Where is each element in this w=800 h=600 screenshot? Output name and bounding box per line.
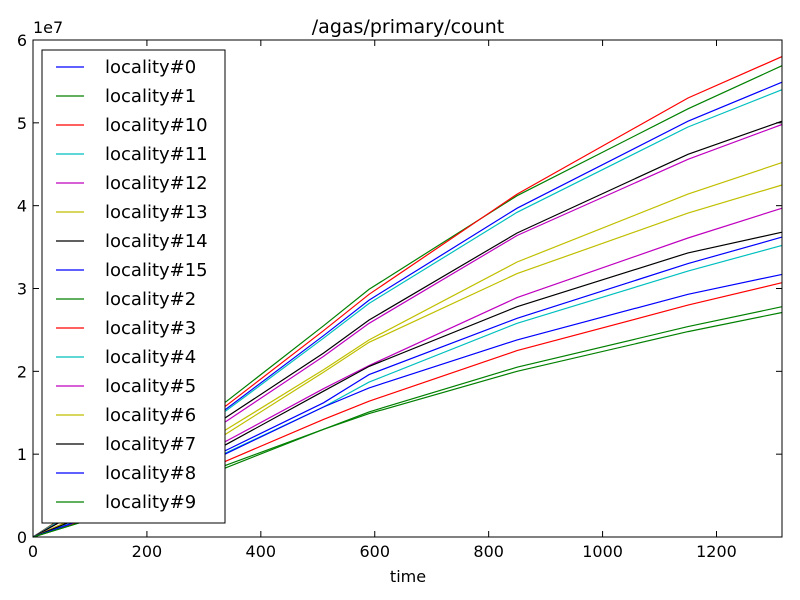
legend: locality#0 locality#1 locality#10 locality#…: [41, 49, 226, 524]
legend-label: locality#13: [105, 202, 208, 223]
legend-entry: locality#4: [56, 347, 196, 368]
legend-entry: locality#3: [56, 318, 196, 339]
x-tick-label: 400: [246, 542, 277, 561]
y-tick-label: 2: [17, 362, 27, 381]
x-axis-label: time: [390, 567, 426, 586]
x-axis: 0 200 400 600 800 1000 1200: [28, 40, 737, 561]
legend-entry: locality#6: [56, 405, 196, 426]
legend-label: locality#1: [105, 86, 196, 107]
legend-label: locality#0: [105, 57, 196, 78]
y-axis: 0 1 2 3 4 5 6: [17, 31, 782, 547]
legend-label: locality#3: [105, 318, 196, 339]
legend-entry: locality#9: [56, 492, 196, 513]
legend-label: locality#10: [105, 115, 208, 136]
y-tick-label: 6: [17, 31, 27, 50]
legend-label: locality#4: [105, 347, 196, 368]
legend-entry: locality#0: [56, 57, 196, 78]
x-tick-label: 600: [359, 542, 390, 561]
y-tick-label: 0: [17, 528, 27, 547]
x-tick-label: 0: [28, 542, 38, 561]
y-tick-label: 5: [17, 114, 27, 133]
x-tick-label: 200: [132, 542, 163, 561]
legend-entry: locality#5: [56, 376, 196, 397]
legend-entry: locality#14: [56, 231, 208, 252]
chart-title: /agas/primary/count: [312, 16, 504, 38]
legend-entry: locality#7: [56, 434, 196, 455]
legend-label: locality#8: [105, 463, 196, 484]
legend-entry: locality#13: [56, 202, 208, 223]
legend-entry: locality#12: [56, 173, 208, 194]
legend-label: locality#2: [105, 289, 196, 310]
legend-entry: locality#10: [56, 115, 208, 136]
legend-entry: locality#8: [56, 463, 196, 484]
legend-label: locality#9: [105, 492, 196, 513]
x-tick-label: 1200: [696, 542, 737, 561]
legend-entry: locality#1: [56, 86, 196, 107]
legend-entry: locality#11: [56, 144, 208, 165]
legend-entry: locality#15: [56, 260, 208, 281]
legend-label: locality#14: [105, 231, 208, 252]
x-tick-label: 800: [473, 542, 504, 561]
x-tick-label: 1000: [582, 542, 623, 561]
y-tick-label: 3: [17, 280, 27, 299]
legend-label: locality#11: [105, 144, 208, 165]
y-tick-label: 4: [17, 197, 27, 216]
legend-label: locality#12: [105, 173, 208, 194]
legend-label: locality#5: [105, 376, 196, 397]
legend-entry: locality#2: [56, 289, 196, 310]
y-tick-label: 1: [17, 445, 27, 464]
y-offset-label: 1e7: [33, 18, 63, 37]
legend-label: locality#15: [105, 260, 208, 281]
legend-label: locality#7: [105, 434, 196, 455]
legend-label: locality#6: [105, 405, 196, 426]
